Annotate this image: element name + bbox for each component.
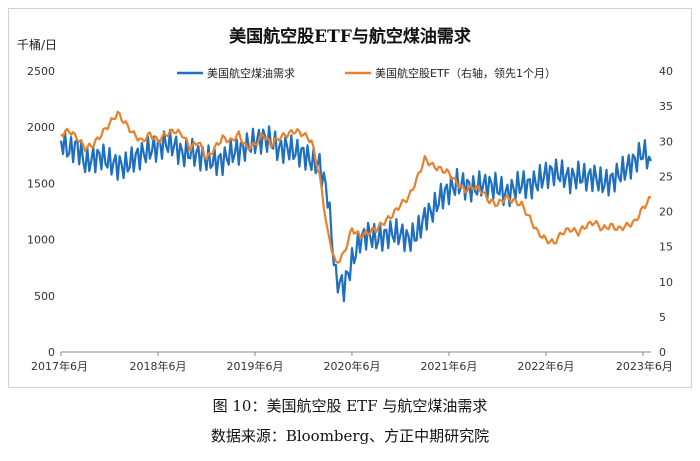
- y-right-tick-label: 5: [659, 311, 666, 324]
- legend-label: 美国航空股ETF（右轴，领先1个月）: [375, 66, 556, 80]
- y-left-tick-label: 1500: [27, 177, 55, 190]
- y-right-tick-label: 25: [659, 170, 673, 183]
- x-tick-label: 2020年6月: [323, 359, 380, 373]
- left-axis-unit: 千桶/日: [17, 37, 57, 52]
- x-tick-label: 2017年6月: [31, 359, 88, 373]
- legend: 美国航空煤油需求 美国航空股ETF（右轴，领先1个月）: [177, 66, 556, 80]
- x-tick-label: 2019年6月: [226, 359, 283, 373]
- x-tick-label: 2021年6月: [420, 359, 477, 373]
- y-left-tick-label: 1000: [27, 234, 55, 247]
- y-left-tick-label: 2500: [27, 65, 55, 78]
- series-line-jet-fuel-demand: [59, 125, 652, 303]
- source-caption: 数据来源：Bloomberg、方正中期研究院: [210, 427, 490, 445]
- y-right-tick-label: 20: [659, 206, 673, 219]
- plot-lines: [59, 110, 652, 303]
- series-line-airline-etf: [60, 110, 652, 264]
- axes: 0 500 1000 1500 2000 2500 0 5 10 15 20 25 30 35 40 2017…: [27, 65, 673, 373]
- figure-caption: 图 10：美国航空股 ETF 与航空煤油需求: [212, 397, 488, 415]
- y-right-tick-label: 0: [659, 346, 666, 359]
- chart-title: 美国航空股ETF与航空煤油需求: [229, 26, 471, 47]
- legend-label: 美国航空煤油需求: [207, 66, 295, 80]
- chart-frame: 美国航空股ETF与航空煤油需求 千桶/日 0 500 1000 1500 2000 250…: [8, 8, 692, 388]
- line-chart: 美国航空股ETF与航空煤油需求 千桶/日 0500100015002000250…: [17, 26, 673, 373]
- x-tick-label: 2018年6月: [129, 359, 186, 373]
- y-right-tick-label: 15: [659, 241, 673, 254]
- y-right-tick-label: 10: [659, 276, 673, 289]
- y-right-tick-label: 35: [659, 100, 673, 113]
- y-left-tick-label: 500: [34, 290, 55, 303]
- y-left-tick-label: 0: [48, 346, 55, 359]
- y-right-tick-label: 30: [659, 135, 673, 148]
- x-tick-label: 2022年6月: [517, 359, 574, 373]
- x-tick-label: 2023年6月: [616, 359, 673, 373]
- y-right-tick-label: 40: [659, 65, 673, 78]
- y-left-tick-label: 2000: [27, 121, 55, 134]
